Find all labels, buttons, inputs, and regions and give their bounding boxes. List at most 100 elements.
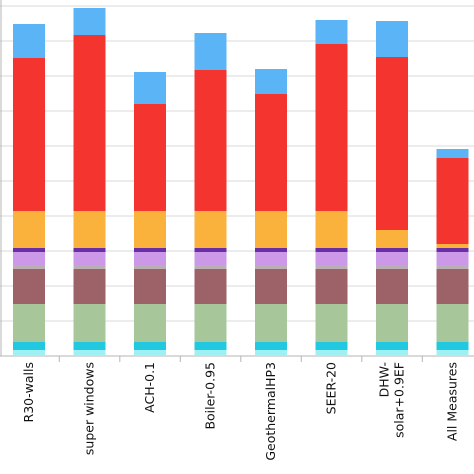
bar-segment xyxy=(376,269,408,304)
bar-segment xyxy=(134,304,166,342)
bar-segment xyxy=(13,265,45,269)
bar-segment xyxy=(13,252,45,265)
bar-segment xyxy=(13,58,45,211)
bar-segment xyxy=(134,269,166,304)
x-tick-label: super windows xyxy=(82,362,97,455)
bar-segment xyxy=(255,94,287,211)
x-tick-label-line: Boiler-0.95 xyxy=(203,362,218,430)
bar-segment xyxy=(13,342,45,350)
bar-segment xyxy=(315,342,348,350)
bar-segment xyxy=(315,252,348,265)
bar-segment xyxy=(436,265,469,269)
bar-segment xyxy=(315,265,348,269)
bar-segment xyxy=(255,248,287,252)
bar-segment xyxy=(376,252,408,265)
x-tick-label-line: solar+0.9EF xyxy=(392,362,407,438)
bar-segment xyxy=(255,252,287,265)
bar-segment xyxy=(13,24,45,58)
x-tick-label-line: SEER-20 xyxy=(324,362,339,414)
bar-stack-2 xyxy=(134,72,166,356)
bar-segment xyxy=(194,350,227,356)
bar-stack-5 xyxy=(315,20,348,356)
bar-segment xyxy=(315,20,348,44)
x-tick-label-line: super windows xyxy=(82,362,97,455)
x-tick-labels: R30-walls super windows ACH-0.1 Boiler-0.95… xyxy=(21,356,460,461)
bar-segment xyxy=(376,304,408,342)
bar-segment xyxy=(436,149,469,158)
bar-segment xyxy=(73,252,106,265)
x-tick-label-line: DHW- xyxy=(377,362,392,397)
bar-segment xyxy=(134,104,166,211)
bar-segment xyxy=(436,304,469,342)
bar-segment xyxy=(73,8,106,35)
bar-segment xyxy=(255,350,287,356)
bar-segment xyxy=(376,342,408,350)
bar-segment xyxy=(315,304,348,342)
bar-segment xyxy=(134,265,166,269)
bar-segment xyxy=(255,269,287,304)
bar-segment xyxy=(194,265,227,269)
bar-segment xyxy=(436,158,469,244)
bar-stack-0 xyxy=(13,24,45,356)
bar-segment xyxy=(194,304,227,342)
bar-segment xyxy=(194,70,227,211)
bar-segment xyxy=(13,304,45,342)
x-tick-label: GeothermalHP3 xyxy=(263,362,278,461)
bar-segment xyxy=(376,248,408,252)
bar-segment xyxy=(73,265,106,269)
bar-segment xyxy=(255,342,287,350)
bar-stack-1 xyxy=(73,8,106,356)
bar-segment xyxy=(73,342,106,350)
bar-segment xyxy=(73,350,106,356)
bar-segment xyxy=(134,252,166,265)
bar-segment xyxy=(376,57,408,230)
bar-segment xyxy=(255,304,287,342)
bar-stack-4 xyxy=(255,69,287,356)
bar-segment xyxy=(436,248,469,252)
x-tick-label: All Measures xyxy=(445,362,460,441)
x-tick-label: SEER-20 xyxy=(324,362,339,414)
bar-segment xyxy=(194,252,227,265)
bar-segment xyxy=(134,211,166,248)
bar-segment xyxy=(134,350,166,356)
x-tick-label: DHW-solar+0.9EF xyxy=(377,362,407,438)
x-tick-label-line: All Measures xyxy=(445,362,460,441)
bar-stack-3 xyxy=(194,33,227,356)
bar-segment xyxy=(134,342,166,350)
bar-stack-7 xyxy=(436,149,469,356)
bar-segment xyxy=(194,269,227,304)
x-tick-label: R30-walls xyxy=(21,362,36,422)
bar-segment xyxy=(73,269,106,304)
bar-segment xyxy=(376,265,408,269)
bar-segment xyxy=(436,244,469,248)
bar-segment xyxy=(13,269,45,304)
bars xyxy=(13,8,469,356)
bar-segment xyxy=(315,248,348,252)
bar-segment xyxy=(315,350,348,356)
x-tick-label-line: R30-walls xyxy=(21,362,36,422)
bar-segment xyxy=(13,350,45,356)
bar-segment xyxy=(194,342,227,350)
bar-segment xyxy=(194,211,227,248)
bar-segment xyxy=(436,269,469,304)
bar-segment xyxy=(315,44,348,211)
bar-segment xyxy=(315,269,348,304)
bar-stack-6 xyxy=(376,21,408,356)
bar-segment xyxy=(376,230,408,248)
bar-segment xyxy=(255,69,287,94)
x-tick-label-line: ACH-0.1 xyxy=(142,362,157,413)
bar-segment xyxy=(436,252,469,265)
bar-segment xyxy=(255,211,287,248)
bar-segment xyxy=(73,248,106,252)
bar-segment xyxy=(73,35,106,211)
bar-segment xyxy=(376,21,408,57)
bar-segment xyxy=(134,72,166,104)
bar-segment xyxy=(194,33,227,70)
bar-segment xyxy=(73,211,106,248)
bar-segment xyxy=(13,211,45,248)
bar-segment xyxy=(134,248,166,252)
bar-segment xyxy=(436,342,469,350)
bar-segment xyxy=(73,304,106,342)
x-tick-label: Boiler-0.95 xyxy=(203,362,218,430)
